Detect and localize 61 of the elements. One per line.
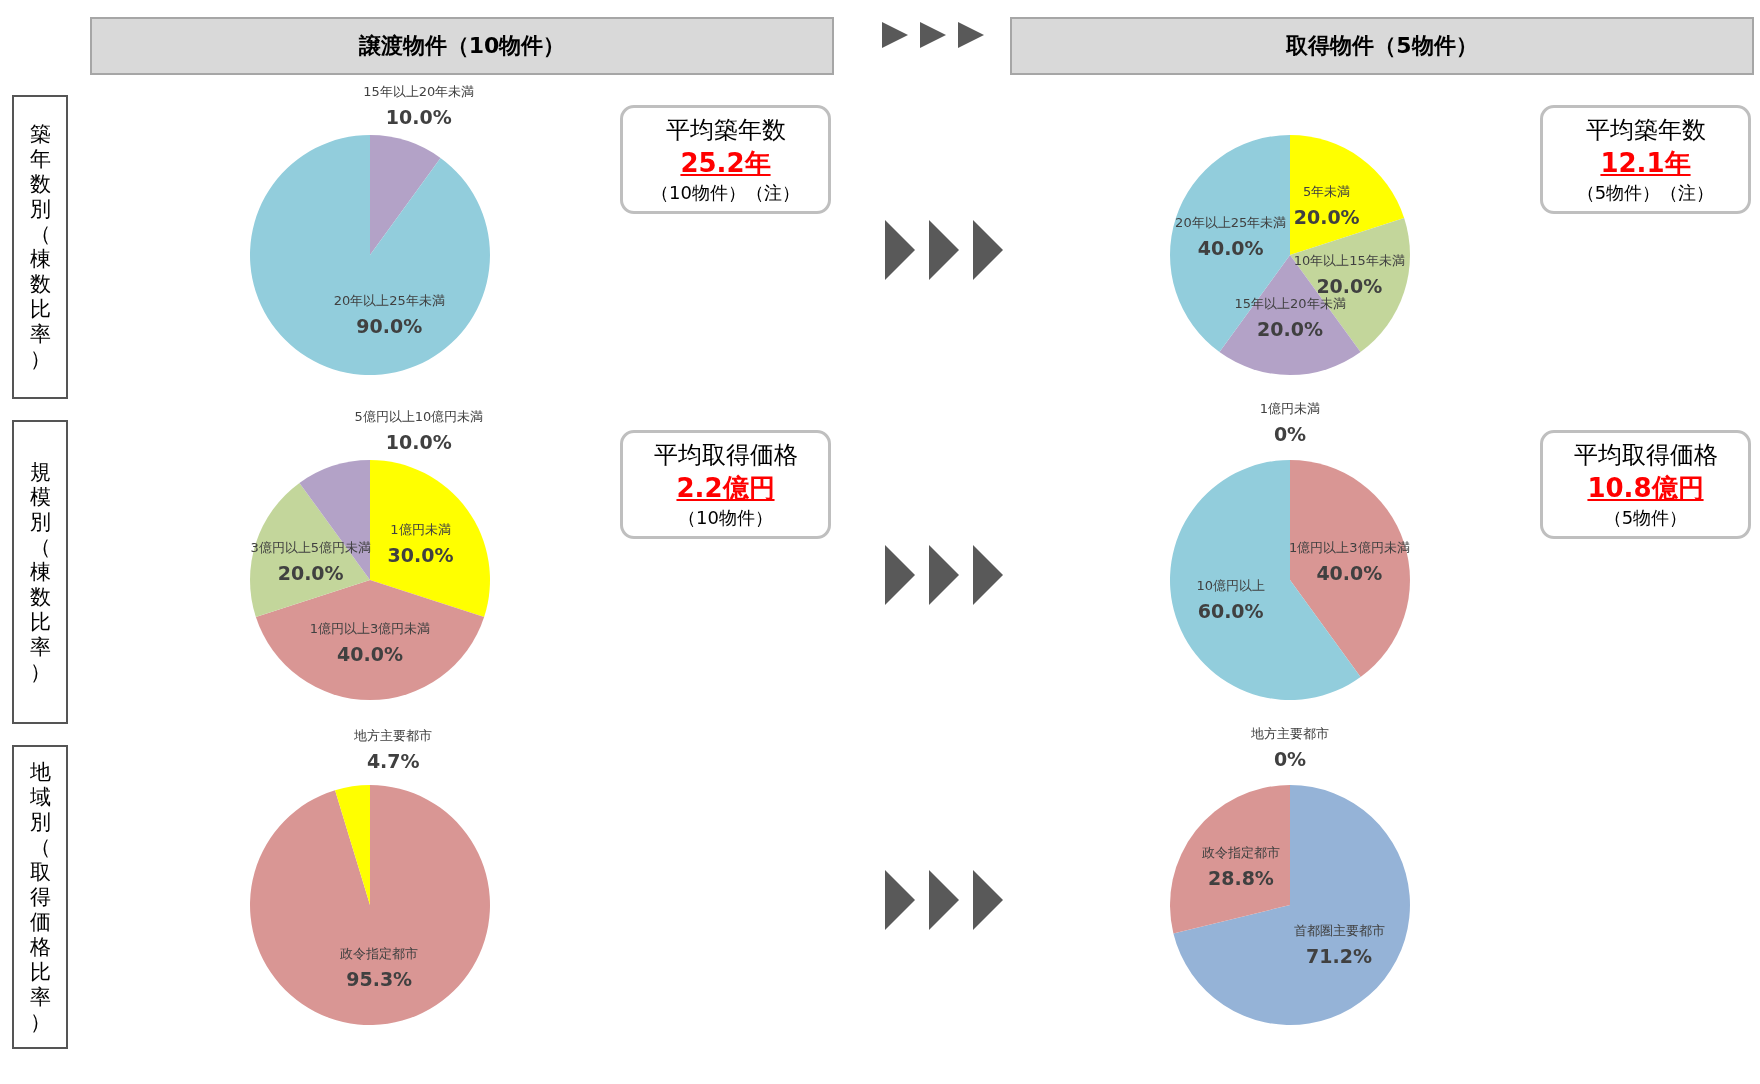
pie-slice <box>370 460 490 618</box>
pie-slice <box>1173 785 1410 1025</box>
data-label: 40.0% <box>337 643 403 666</box>
data-label: 40.0% <box>1316 561 1383 584</box>
text: 2.2億円 <box>675 472 776 505</box>
slice-label: 20年以上25年未満 <box>333 293 445 309</box>
pie-slice <box>335 785 370 905</box>
text: 地域別（取得価格比率） <box>29 759 51 1034</box>
slice-label: 政令指定都市 <box>340 945 419 961</box>
data-label: 10.0% <box>385 105 452 128</box>
text: 0% <box>1273 423 1307 445</box>
pie-slice <box>1170 785 1290 934</box>
text: 10.8億円 <box>1586 472 1705 505</box>
text: 25.2年 <box>679 147 772 180</box>
data-label: 20.0% <box>1257 318 1323 341</box>
slice-label: 5億円以上10億円未満 <box>354 408 484 424</box>
text: 築年数別（棟数比率） <box>29 122 51 371</box>
data-label: 71.2% <box>1306 944 1373 967</box>
chart-title: 譲渡物件（10物件） <box>90 17 834 75</box>
data-label: 40.0% <box>1197 236 1264 259</box>
text: 平均築年数 <box>1584 115 1707 146</box>
slice-label: 1億円未満 <box>390 522 451 538</box>
category-label: 地方主要都市 <box>1251 726 1329 741</box>
slice-label: 首都圏主要都市 <box>1293 922 1385 938</box>
slice-label: 10億円以上 <box>1196 578 1265 594</box>
text: 平均取得価格 <box>652 440 799 471</box>
data-label: 20.0% <box>277 561 344 584</box>
text: 平均築年数 <box>664 115 787 146</box>
text: （10物件）（注） <box>650 181 801 205</box>
text: 規模別（棟数比率） <box>29 459 51 684</box>
text: （10物件） <box>677 506 774 530</box>
text: 12.1年 <box>1599 147 1692 180</box>
data-label: 30.0% <box>387 544 454 567</box>
text: （5物件） <box>1602 506 1689 530</box>
pie-slice <box>370 135 441 255</box>
data-label: 4.7% <box>366 749 420 772</box>
pie-slice <box>1290 460 1410 678</box>
text: （5物件）（注） <box>1575 181 1716 205</box>
data-label: 28.8% <box>1207 867 1274 890</box>
data-label: 20.0% <box>1293 205 1360 228</box>
slice-label: 地方主要都市 <box>353 727 433 743</box>
chart-title: 取得物件（5物件） <box>1010 17 1754 75</box>
slice-label: 15年以上20年未満 <box>363 83 475 99</box>
pie-slice <box>1290 135 1405 255</box>
data-label: 60.0% <box>1197 600 1264 623</box>
data-label: 95.3% <box>346 967 413 990</box>
slice-label: 5年未満 <box>1303 183 1351 199</box>
pie-slice <box>250 135 490 375</box>
slice-label: 1億円以上3億円未満 <box>309 621 431 637</box>
slice-label: 政令指定都市 <box>1201 845 1280 861</box>
slice-label: 10年以上15年未満 <box>1293 253 1405 269</box>
text: 0% <box>1273 748 1307 770</box>
data-label: 20.0% <box>1316 275 1383 298</box>
pie-slice <box>255 580 485 700</box>
slice-label: 15年以上20年未満 <box>1234 296 1346 312</box>
slice-label: 20年以上25年未満 <box>1175 214 1287 230</box>
category-label: 1億円未満 <box>1259 401 1321 416</box>
data-label: 90.0% <box>356 315 423 338</box>
text: 平均取得価格 <box>1572 440 1719 471</box>
pie-slice <box>250 785 490 1025</box>
data-label: 10.0% <box>385 430 452 453</box>
